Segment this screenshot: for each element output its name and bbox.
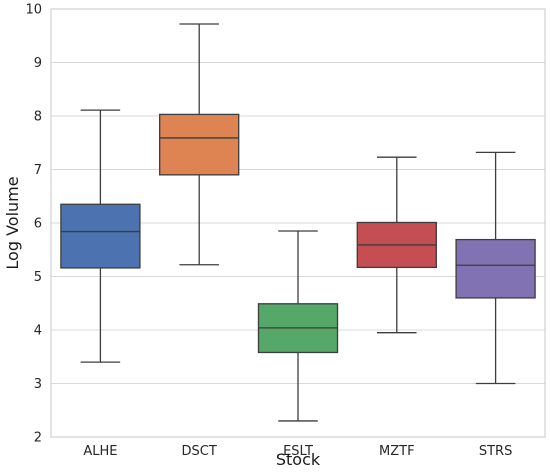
y-tick-label: 7 bbox=[34, 163, 42, 178]
x-axis-title: Stock bbox=[276, 450, 321, 469]
y-tick-label: 9 bbox=[34, 56, 42, 71]
x-tick-label: ALHE bbox=[83, 444, 117, 459]
plot-area-border bbox=[50, 8, 546, 438]
box-eslt bbox=[257, 230, 339, 422]
y-axis-tick-labels: 2 3 4 5 6 7 8 9 10 bbox=[25, 3, 42, 446]
plot-frame bbox=[50, 8, 546, 438]
y-axis-title: Log Volume bbox=[3, 176, 22, 269]
x-tick-label: ESLT bbox=[283, 444, 313, 459]
y-tick-label: 5 bbox=[34, 270, 42, 285]
box-iqr bbox=[455, 238, 536, 299]
x-tick-label: MZTF bbox=[379, 444, 415, 459]
y-tick-label: 4 bbox=[34, 324, 42, 339]
y-tick-label: 3 bbox=[34, 377, 42, 392]
box-mztf bbox=[356, 156, 437, 334]
y-tick-label: 6 bbox=[34, 217, 42, 232]
x-axis-tick-labels: ALHE DSCT ESLT MZTF STRS bbox=[83, 444, 512, 459]
box-alhe bbox=[60, 109, 141, 363]
y-tick-label: 10 bbox=[25, 3, 42, 18]
box-series bbox=[60, 23, 536, 422]
box-iqr bbox=[60, 203, 141, 269]
box-dsct bbox=[159, 23, 240, 266]
x-tick-label: STRS bbox=[479, 444, 512, 459]
x-tick-label: DSCT bbox=[182, 444, 217, 459]
box-iqr bbox=[159, 113, 240, 176]
box-strs bbox=[455, 151, 536, 385]
y-tick-label: 8 bbox=[34, 110, 42, 125]
y-tick-label: 2 bbox=[34, 431, 42, 446]
